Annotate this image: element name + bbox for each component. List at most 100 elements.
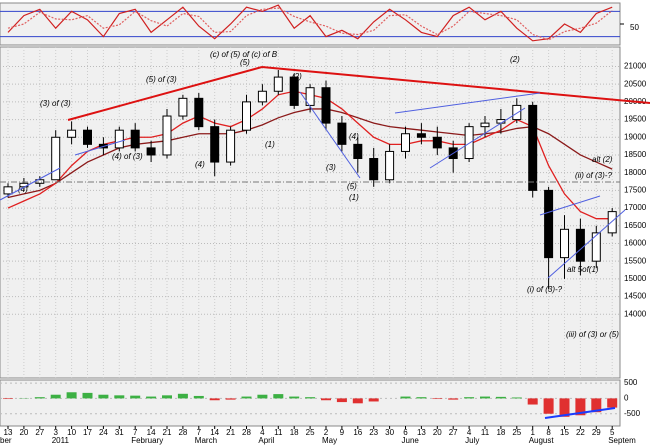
x-tick-label: 30 xyxy=(385,428,394,437)
oscillator-panel xyxy=(0,2,621,46)
x-tick-label: 28 xyxy=(242,428,251,437)
annotation: (3) of (3) xyxy=(40,99,71,108)
y-tick-label: 19500 xyxy=(624,115,647,124)
histogram-bar xyxy=(34,397,45,399)
histogram-bar xyxy=(162,395,172,399)
candle-body xyxy=(385,150,395,181)
oscillator-line xyxy=(7,7,613,41)
y-tick-label: 16500 xyxy=(624,221,647,230)
histogram-bar xyxy=(464,397,475,399)
histogram-bar xyxy=(130,395,141,399)
trendline xyxy=(539,195,601,216)
histogram-bar xyxy=(305,397,316,399)
y-tick-label: 19000 xyxy=(624,132,647,141)
month-label: April xyxy=(258,436,274,445)
trendline xyxy=(74,139,126,156)
histogram-bar xyxy=(289,396,300,399)
candle-body xyxy=(146,147,156,156)
x-tick-label: 25 xyxy=(512,428,521,437)
x-tick-label: 27 xyxy=(35,428,44,437)
x-tick-label: 25 xyxy=(306,428,315,437)
candle-body xyxy=(289,76,299,106)
month-label: March xyxy=(195,436,217,445)
x-tick-label: 2 xyxy=(324,428,329,437)
histogram-bar xyxy=(114,395,125,399)
x-tick-label: 27 xyxy=(449,428,458,437)
annotation: (4) of (3) xyxy=(112,152,143,161)
trendline xyxy=(394,92,541,114)
x-tick-label: 14 xyxy=(147,428,156,437)
y-tick-label: 0 xyxy=(624,394,629,403)
y-tick-label: 18500 xyxy=(624,150,647,159)
x-tick-label: 22 xyxy=(576,428,585,437)
histogram-bar xyxy=(607,398,618,408)
y-tick-label: 14000 xyxy=(624,309,647,318)
y-tick-label: 50 xyxy=(630,23,639,32)
x-tick-label: 9 xyxy=(340,428,345,437)
histogram-bar xyxy=(321,398,331,401)
annotation: alt 5of(1) xyxy=(567,265,599,274)
candle-body xyxy=(194,97,204,128)
candle-body xyxy=(560,228,569,259)
x-tick-label: 21 xyxy=(226,428,235,437)
candle-body xyxy=(353,143,363,160)
candle-body xyxy=(3,186,13,195)
y-tick-label: 500 xyxy=(624,378,638,387)
x-tick-label: 3 xyxy=(53,428,58,437)
histogram-bar xyxy=(257,394,268,399)
month-label: July xyxy=(465,436,479,445)
candle-body xyxy=(273,76,283,92)
candle-body xyxy=(305,87,315,106)
x-tick-label: 5 xyxy=(610,428,615,437)
month-label: August xyxy=(529,436,555,445)
annotation: alt (2) xyxy=(592,155,613,164)
y-tick-label: -500 xyxy=(624,409,641,418)
candle-body xyxy=(114,129,124,149)
candle-body xyxy=(162,115,172,156)
x-tick-label: 7 xyxy=(133,428,138,437)
histogram-bar xyxy=(352,398,363,404)
trendline xyxy=(299,91,361,179)
x-tick-label: 15 xyxy=(560,428,569,437)
candle-body xyxy=(480,122,490,128)
candle-body xyxy=(210,126,220,163)
candle-body xyxy=(575,228,585,262)
candle-body xyxy=(369,158,379,181)
histogram-bar xyxy=(368,398,379,402)
x-tick-label: 1 xyxy=(530,428,535,437)
x-tick-label: 8 xyxy=(546,428,551,437)
y-tick-label: 16000 xyxy=(624,239,647,248)
annotation: (iii) of (3) or (5) xyxy=(566,330,619,339)
candle-body xyxy=(83,129,92,145)
annotation: (2) xyxy=(510,55,520,64)
histogram-bar xyxy=(559,398,570,417)
annotation: (i) of (3)-? xyxy=(527,285,563,294)
x-tick-label: 10 xyxy=(67,428,76,437)
histogram-bar xyxy=(495,396,506,399)
oscillator-line xyxy=(7,4,613,42)
candle-body xyxy=(242,101,251,131)
annotation: (1) xyxy=(349,193,359,202)
x-tick-label: 18 xyxy=(496,428,505,437)
month-label: Septem xyxy=(608,436,636,445)
x-tick-label: 11 xyxy=(481,428,490,437)
histogram-bar xyxy=(416,397,427,399)
annotation: (4) xyxy=(195,160,205,169)
histogram-bar xyxy=(432,398,443,400)
candle-body xyxy=(464,126,474,160)
candle-body xyxy=(257,90,267,103)
trendline xyxy=(547,209,626,279)
annotation: (5) xyxy=(347,182,357,191)
histogram-bar xyxy=(448,398,459,400)
candle-body xyxy=(401,133,410,152)
histogram-bar xyxy=(511,397,522,399)
annotation: (4) xyxy=(18,185,28,194)
candle-body xyxy=(226,129,236,163)
histogram-bar xyxy=(193,395,204,399)
trendlines xyxy=(0,66,650,419)
candle-body xyxy=(51,136,61,181)
x-tick-label: 13 xyxy=(4,428,13,437)
annotation: (3) xyxy=(326,163,336,172)
candle-body xyxy=(130,129,140,149)
histogram-bar xyxy=(400,396,411,399)
